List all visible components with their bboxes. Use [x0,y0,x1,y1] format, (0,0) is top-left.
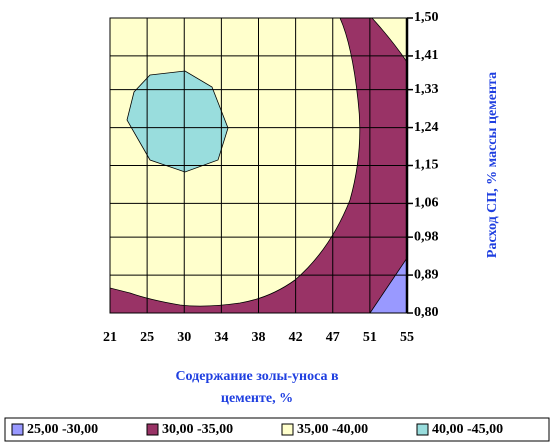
y-axis-title: Расход СП, % массы цемента [485,72,500,258]
y-tick-label: 1,41 [414,48,439,63]
y-tick-label: 0,89 [414,267,439,282]
x-axis-title: Содержание золы-уноса в [175,369,339,384]
legend-label: 40,00 -45,00 [432,422,503,437]
legend-swatch [416,423,429,436]
x-tick-label: 42 [289,330,303,345]
y-tick-label: 1,06 [414,196,439,211]
legend-label: 35,00 -40,00 [297,422,368,437]
x-tick-label: 55 [400,330,414,345]
x-tick-label: 21 [103,330,117,345]
legend-swatch [281,423,294,436]
y-tick-label: 0,80 [414,305,439,320]
x-tick-label: 30 [177,330,191,345]
legend-label: 30,00 -35,00 [162,422,233,437]
y-tick-label: 0,98 [414,229,439,244]
x-tick-label: 38 [252,330,266,345]
legend [4,417,550,442]
x-tick-label: 34 [214,330,228,345]
legend-swatch [146,423,159,436]
y-tick-label: 1,15 [414,158,439,173]
x-tick-label: 47 [326,330,340,345]
y-tick-label: 1,24 [414,120,439,135]
axes [109,17,413,314]
y-tick-label: 1,50 [414,10,439,25]
x-tick-label: 51 [363,330,377,345]
y-tick-label: 1,33 [414,82,439,97]
x-tick-label: 25 [140,330,154,345]
x-axis-title: цементе, % [221,391,293,406]
legend-label: 25,00 -30,00 [27,422,98,437]
legend-swatch [11,423,24,436]
